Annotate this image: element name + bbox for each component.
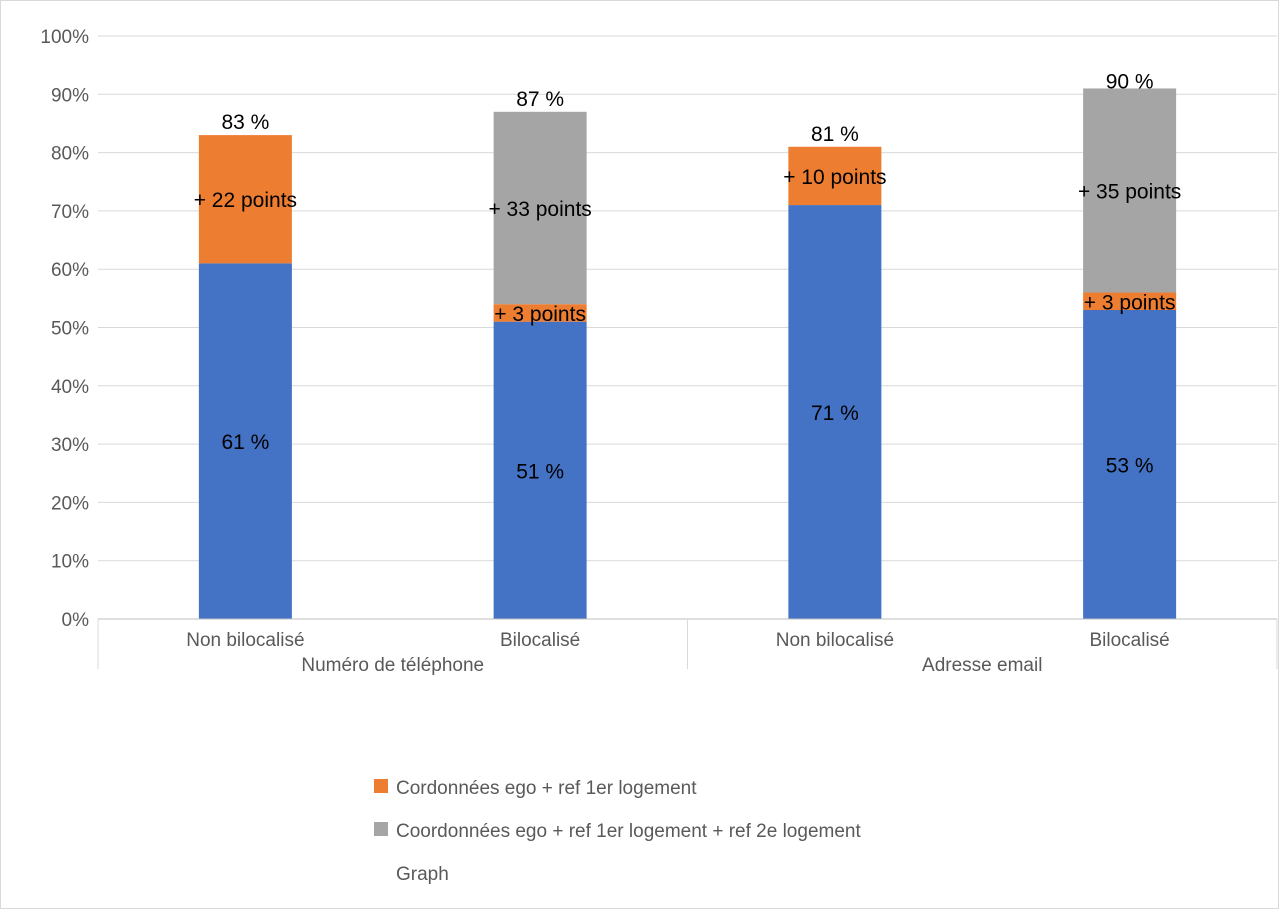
- x-category-label: Non bilocalisé: [186, 630, 304, 651]
- data-label: + 10 points: [783, 166, 886, 189]
- y-tick-label: 0%: [62, 610, 90, 631]
- total-label: 90 %: [1106, 70, 1154, 93]
- bar-segment: [788, 205, 882, 619]
- y-tick-label: 30%: [51, 435, 89, 456]
- data-label: 51 %: [516, 460, 564, 483]
- y-tick-label: 70%: [51, 202, 89, 223]
- data-label: + 33 points: [488, 198, 591, 221]
- legend-swatch: [374, 822, 388, 836]
- data-label: 53 %: [1106, 455, 1154, 478]
- bar-segment: [198, 135, 292, 264]
- x-category-label: Bilocalisé: [500, 630, 580, 651]
- y-tick-label: 20%: [51, 493, 89, 514]
- legend-label: Coordonnées ego + ref 1er logement + ref…: [396, 821, 861, 842]
- y-tick-label: 90%: [51, 85, 89, 106]
- y-tick-label: 60%: [51, 260, 89, 281]
- total-label: 83 %: [221, 111, 269, 134]
- data-label: + 3 points: [1084, 291, 1176, 314]
- x-category-label: Bilocalisé: [1089, 630, 1169, 651]
- x-category-label: Non bilocalisé: [776, 630, 894, 651]
- bar-segment: [493, 111, 587, 305]
- x-group-label: Adresse email: [922, 655, 1042, 676]
- total-label: 87 %: [516, 88, 564, 111]
- y-tick-label: 80%: [51, 144, 89, 165]
- y-tick-label: 10%: [51, 552, 89, 573]
- bar-segment: [1083, 292, 1177, 311]
- data-label: + 22 points: [194, 189, 297, 212]
- y-tick-label: 50%: [51, 319, 89, 340]
- total-label: 81 %: [811, 123, 859, 146]
- data-label: 61 %: [221, 431, 269, 454]
- bar-segment: [788, 146, 882, 206]
- bar-segment: [493, 304, 587, 322]
- bar-segment: [198, 263, 292, 619]
- bar-segment: [1083, 88, 1177, 293]
- legend-label: Cordonnées ego + ref 1er logement: [396, 778, 697, 799]
- bar-segment: [1083, 310, 1177, 619]
- y-tick-label: 40%: [51, 377, 89, 398]
- x-group-label: Numéro de téléphone: [301, 655, 484, 676]
- y-tick-label: 100%: [40, 27, 89, 48]
- data-label: 71 %: [811, 402, 859, 425]
- data-label: + 3 points: [494, 303, 586, 326]
- bar-segment: [493, 321, 587, 619]
- data-label: + 35 points: [1078, 180, 1181, 203]
- legend-label: Graph: [396, 864, 449, 885]
- legend-swatch: [374, 779, 388, 793]
